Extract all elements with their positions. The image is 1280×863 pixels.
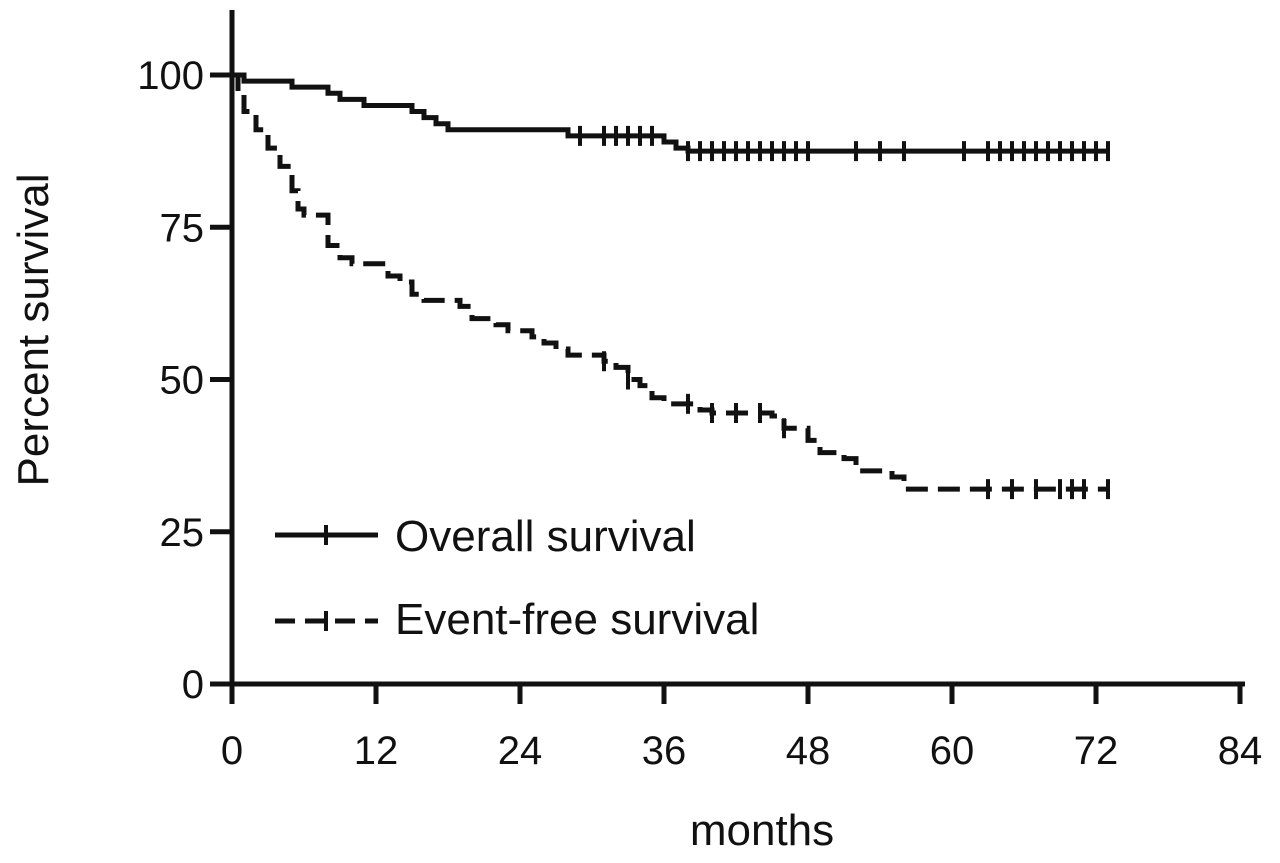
x-tick-label: 60 — [930, 729, 975, 773]
legend-label-event-free-survival: Event-free survival — [395, 595, 759, 644]
y-tick-label: 50 — [160, 359, 205, 403]
legend-item-event-free-survival: Event-free survival — [275, 595, 759, 644]
plot-area — [232, 72, 1110, 500]
y-tick-label: 75 — [160, 206, 205, 250]
series-line-overall-survival — [232, 72, 1108, 154]
x-tick-label: 0 — [221, 729, 243, 773]
y-tick-label: 0 — [182, 663, 204, 707]
legend-item-overall-survival: Overall survival — [275, 512, 696, 561]
y-axis-title: Percent survival — [9, 173, 58, 486]
x-tick-label: 72 — [1074, 729, 1119, 773]
x-tick-label: 48 — [786, 729, 831, 773]
y-tick-label: 25 — [160, 511, 205, 555]
x-tick-label: 12 — [354, 729, 399, 773]
x-tick-label: 36 — [642, 729, 687, 773]
axes: 0 25 50 75 100 0 12 24 36 48 60 72 84 Percent survi… — [9, 10, 1262, 855]
y-tick-label: 100 — [137, 54, 204, 98]
y-ticks: 0 25 50 75 100 — [137, 54, 232, 707]
x-tick-label: 24 — [498, 729, 543, 773]
series-line-event-free-survival — [232, 72, 1108, 492]
x-axis-title: months — [690, 806, 834, 855]
legend: Overall survival Event-free survival — [275, 512, 759, 644]
x-tick-label: 84 — [1218, 729, 1263, 773]
legend-label-overall-survival: Overall survival — [395, 512, 696, 561]
x-ticks: 0 12 24 36 48 60 72 84 — [221, 684, 1262, 773]
